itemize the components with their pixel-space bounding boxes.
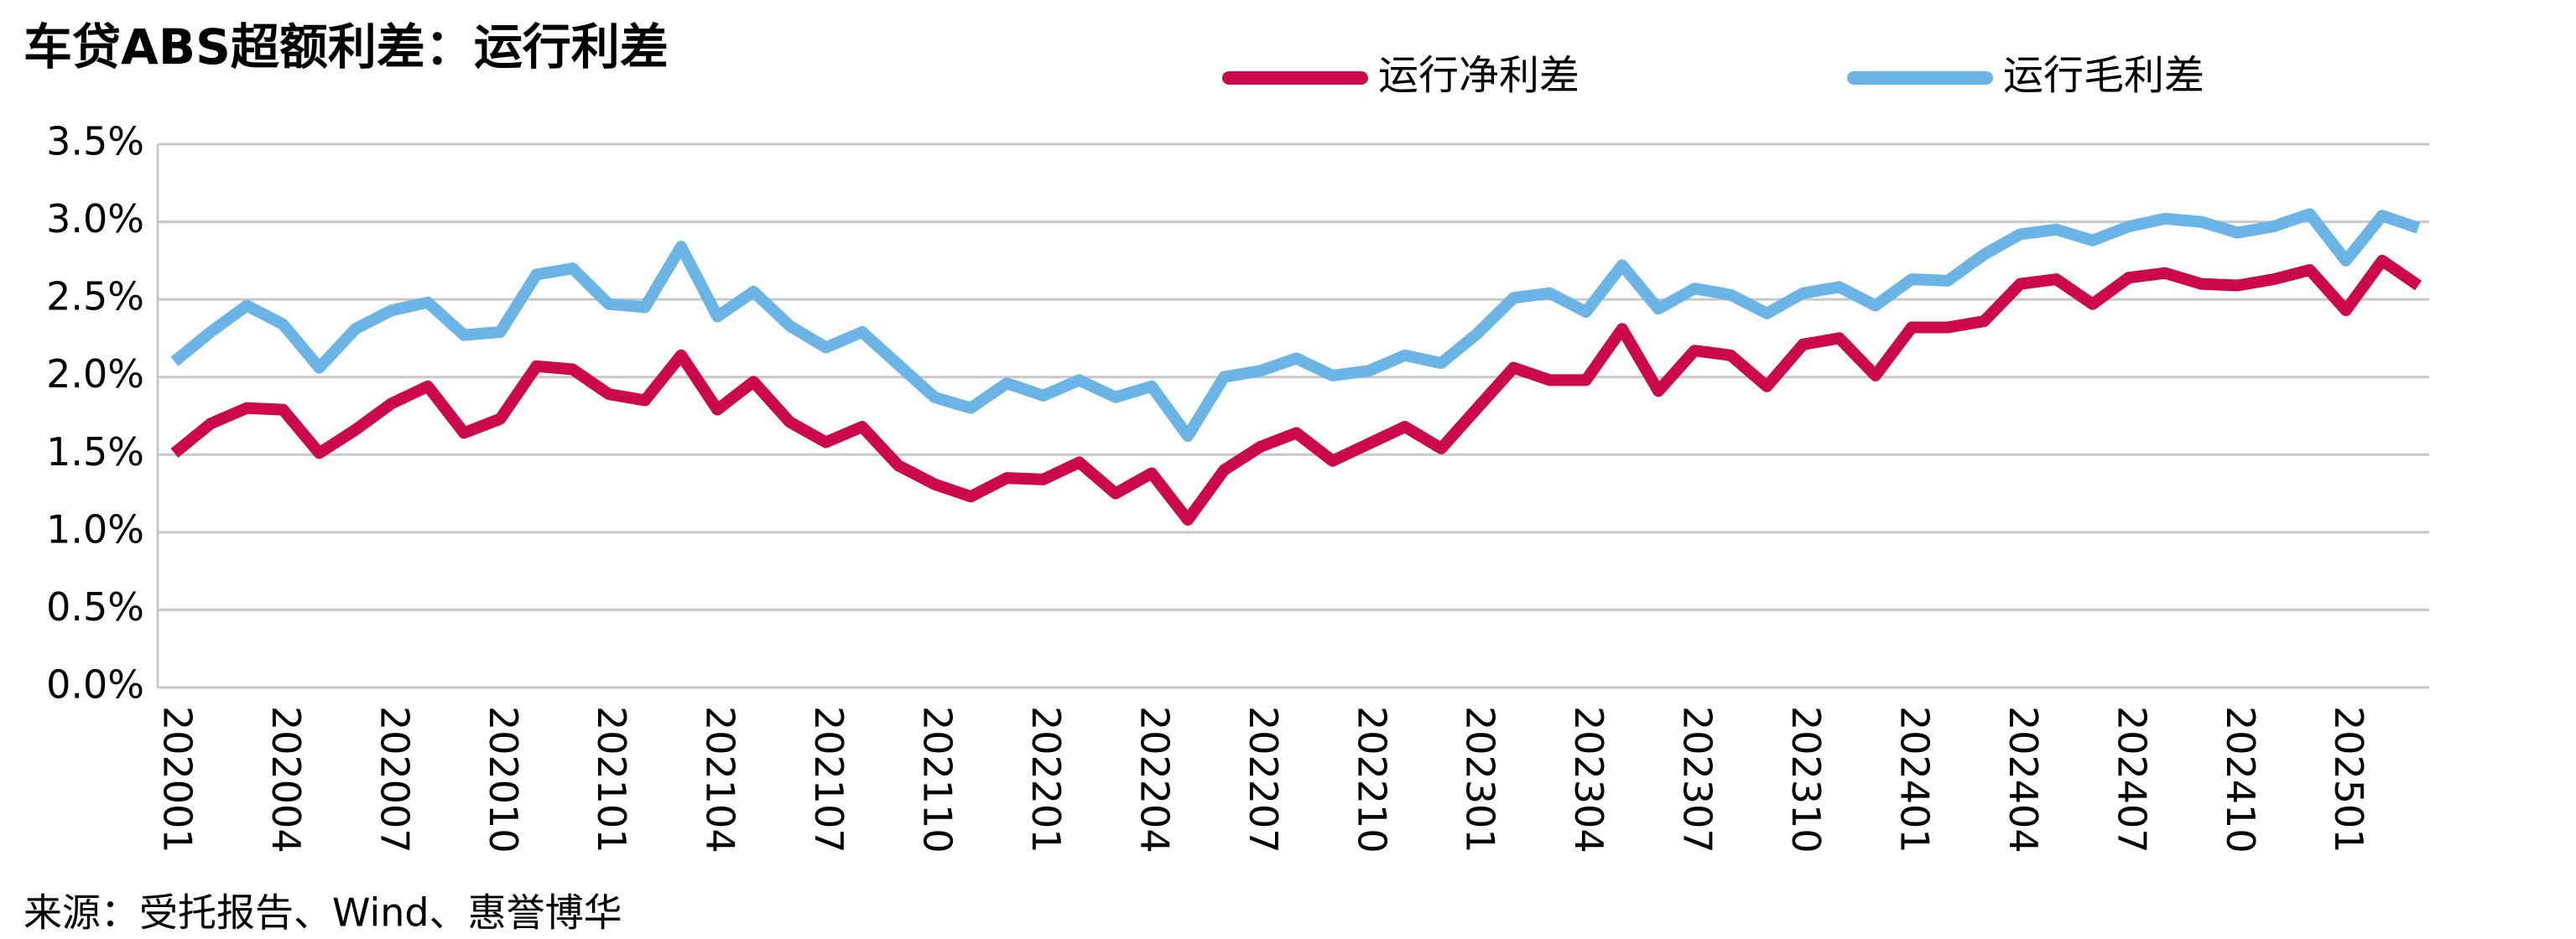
source-note: 来源：受托报告、Wind、惠誉博华 <box>23 890 622 936</box>
y-tick-label: 3.5% <box>46 119 144 164</box>
y-tick-label: 0.0% <box>46 662 144 708</box>
y-tick-label: 0.5% <box>46 584 144 630</box>
x-tick-label: 202201 <box>1023 706 1069 853</box>
y-tick-label: 1.5% <box>46 429 144 475</box>
x-tick-label: 202407 <box>2109 706 2154 853</box>
x-tick-label: 202207 <box>1241 706 1286 853</box>
x-tick-label: 202210 <box>1349 706 1394 853</box>
chart-title: 车贷ABS超额利差：运行利差 <box>23 18 669 75</box>
x-tick-label: 202010 <box>481 706 526 853</box>
x-tick-label: 202410 <box>2218 706 2263 853</box>
x-tick-label: 202404 <box>2001 706 2046 853</box>
x-tick-label: 202501 <box>2326 706 2371 853</box>
legend-label: 运行毛利差 <box>2003 52 2204 99</box>
x-tick-label: 202101 <box>589 706 634 853</box>
y-tick-label: 3.0% <box>46 196 144 241</box>
x-tick-label: 202307 <box>1675 706 1720 853</box>
x-tick-label: 202104 <box>698 706 743 853</box>
x-tick-label: 202304 <box>1566 706 1611 853</box>
x-tick-label: 202004 <box>263 706 309 853</box>
series-line <box>170 208 2421 443</box>
y-tick-label: 2.0% <box>46 351 144 397</box>
x-tick-label: 202401 <box>1892 706 1937 853</box>
x-tick-label: 202007 <box>372 706 417 853</box>
x-tick-label: 202001 <box>155 706 200 853</box>
legend-label: 运行净利差 <box>1378 52 1579 99</box>
y-tick-label: 1.0% <box>46 506 144 552</box>
x-tick-label: 202204 <box>1132 706 1177 853</box>
y-tick-label: 2.5% <box>46 274 144 319</box>
x-tick-label: 202310 <box>1783 706 1829 853</box>
x-tick-label: 202301 <box>1458 706 1503 853</box>
x-tick-label: 202110 <box>915 706 960 853</box>
x-tick-label: 202107 <box>806 706 851 853</box>
series-line <box>170 254 2422 526</box>
